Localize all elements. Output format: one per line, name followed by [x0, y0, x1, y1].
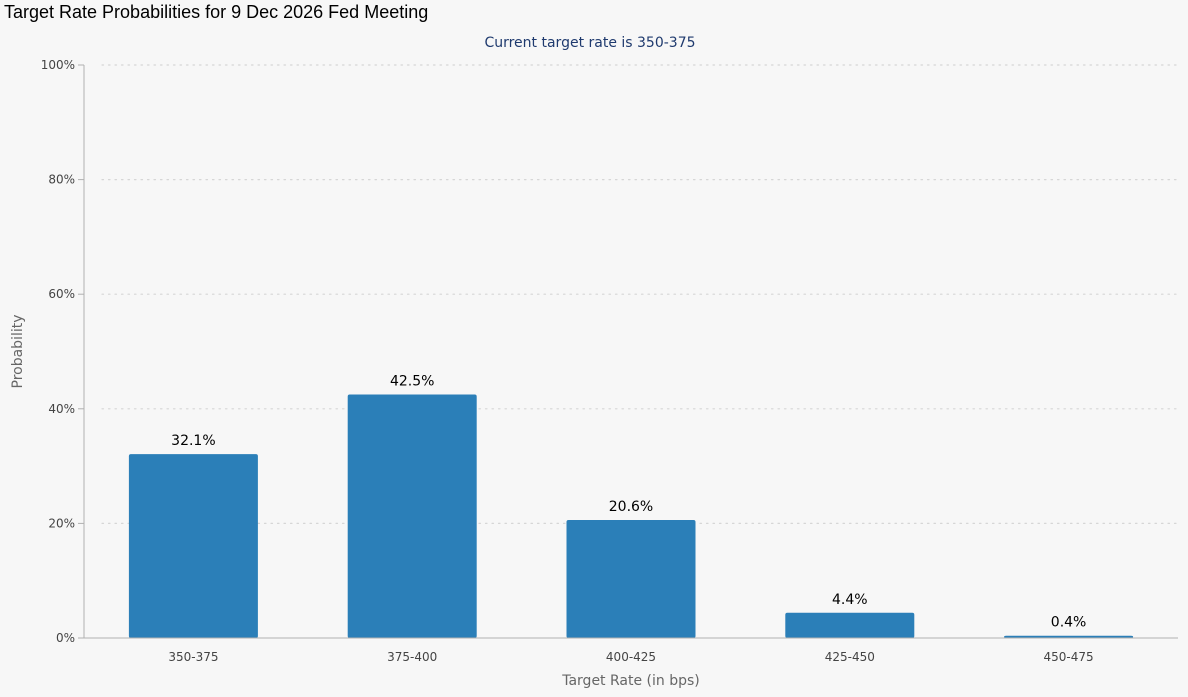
- bar-450-475[interactable]: [1004, 635, 1134, 638]
- x-tick-label: 350-375: [168, 650, 218, 664]
- x-tick-label: 450-475: [1044, 650, 1094, 664]
- y-tick-label: 100%: [41, 58, 75, 72]
- bars: [128, 394, 1134, 638]
- x-tick-label: 375-400: [387, 650, 437, 664]
- x-axis-ticks: 350-375 375-400 400-425 425-450 450-475: [168, 650, 1093, 664]
- data-label-400-425: 20.6%: [609, 499, 653, 515]
- y-tick-label: 20%: [48, 516, 75, 530]
- bar-400-425[interactable]: [566, 519, 696, 638]
- bar-425-450[interactable]: [785, 612, 915, 638]
- y-tick-label: 80%: [48, 173, 75, 187]
- y-tick-label: 40%: [48, 402, 75, 416]
- data-label-425-450: 4.4%: [832, 592, 868, 608]
- chart-subtitle: Current target rate is 350-375: [484, 35, 695, 51]
- x-tick-label: 425-450: [825, 650, 875, 664]
- data-labels: 32.1% 42.5% 20.6% 4.4% 0.4%: [171, 373, 1086, 630]
- data-label-375-400: 42.5%: [390, 373, 434, 389]
- y-tick-label: 0%: [56, 631, 75, 645]
- x-tick-label: 400-425: [606, 650, 656, 664]
- bar-375-400[interactable]: [347, 394, 477, 638]
- grid-lines: [101, 64, 1179, 525]
- y-tick-label: 60%: [48, 287, 75, 301]
- x-axis-title: Target Rate (in bps): [561, 673, 700, 689]
- data-label-450-475: 0.4%: [1051, 615, 1087, 631]
- y-axis-title: Probability: [10, 314, 26, 388]
- data-label-350-375: 32.1%: [171, 433, 215, 449]
- y-axis-ticks: 0% 20% 40% 60% 80% 100%: [41, 58, 84, 645]
- page-title: Target Rate Probabilities for 9 Dec 2026…: [4, 2, 429, 22]
- bar-350-375[interactable]: [128, 454, 258, 638]
